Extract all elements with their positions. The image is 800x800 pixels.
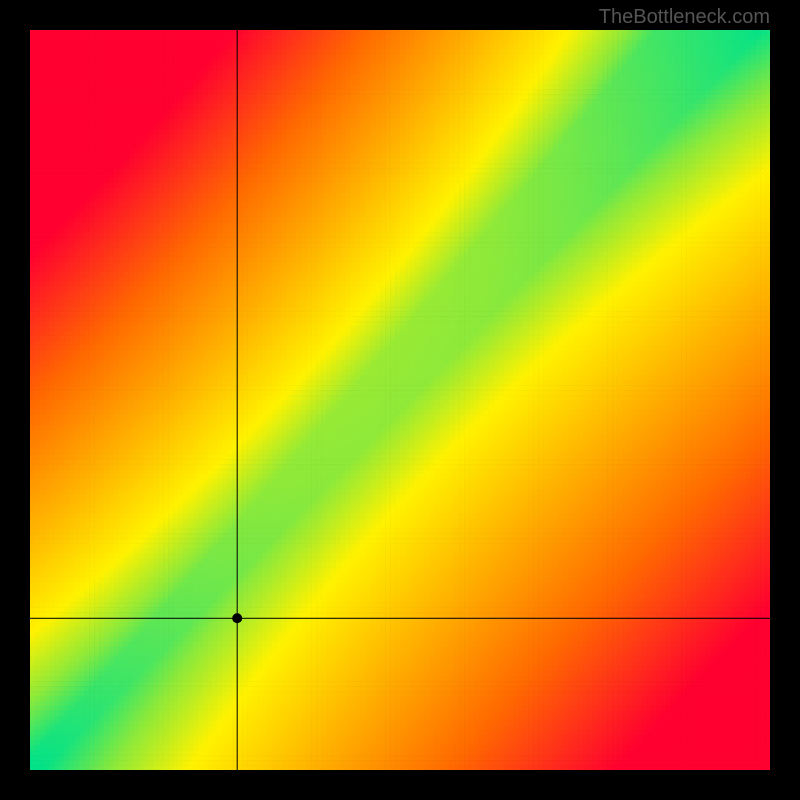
watermark-text: TheBottleneck.com [599,6,770,29]
heatmap-canvas [30,30,770,770]
bottleneck-heatmap-plot [30,30,770,770]
